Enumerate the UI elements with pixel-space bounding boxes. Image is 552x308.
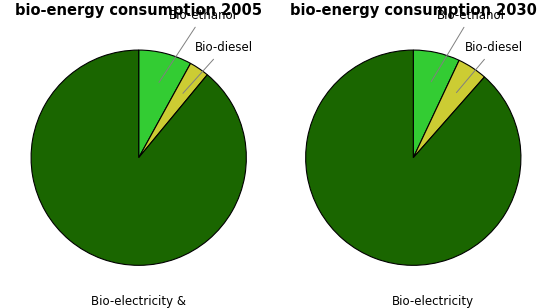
Wedge shape [139, 50, 190, 158]
Wedge shape [413, 60, 485, 158]
Text: Bio-ethanol: Bio-ethanol [431, 9, 505, 82]
Text: Bio-diesel: Bio-diesel [457, 41, 523, 93]
Text: Bio-electricity
heat: Bio-electricity heat [391, 295, 474, 308]
Wedge shape [31, 50, 246, 265]
Wedge shape [306, 50, 521, 265]
Title: Contribution to global
bio-energy consumption 2030: Contribution to global bio-energy consum… [290, 0, 537, 18]
Text: Bio-electricity &
heat: Bio-electricity & heat [91, 295, 186, 308]
Text: Bio-ethanol: Bio-ethanol [159, 9, 237, 83]
Wedge shape [413, 50, 459, 158]
Title: Contribution to global
bio-energy consumption 2005: Contribution to global bio-energy consum… [15, 0, 262, 18]
Text: Bio-diesel: Bio-diesel [183, 41, 253, 93]
Wedge shape [139, 63, 208, 158]
